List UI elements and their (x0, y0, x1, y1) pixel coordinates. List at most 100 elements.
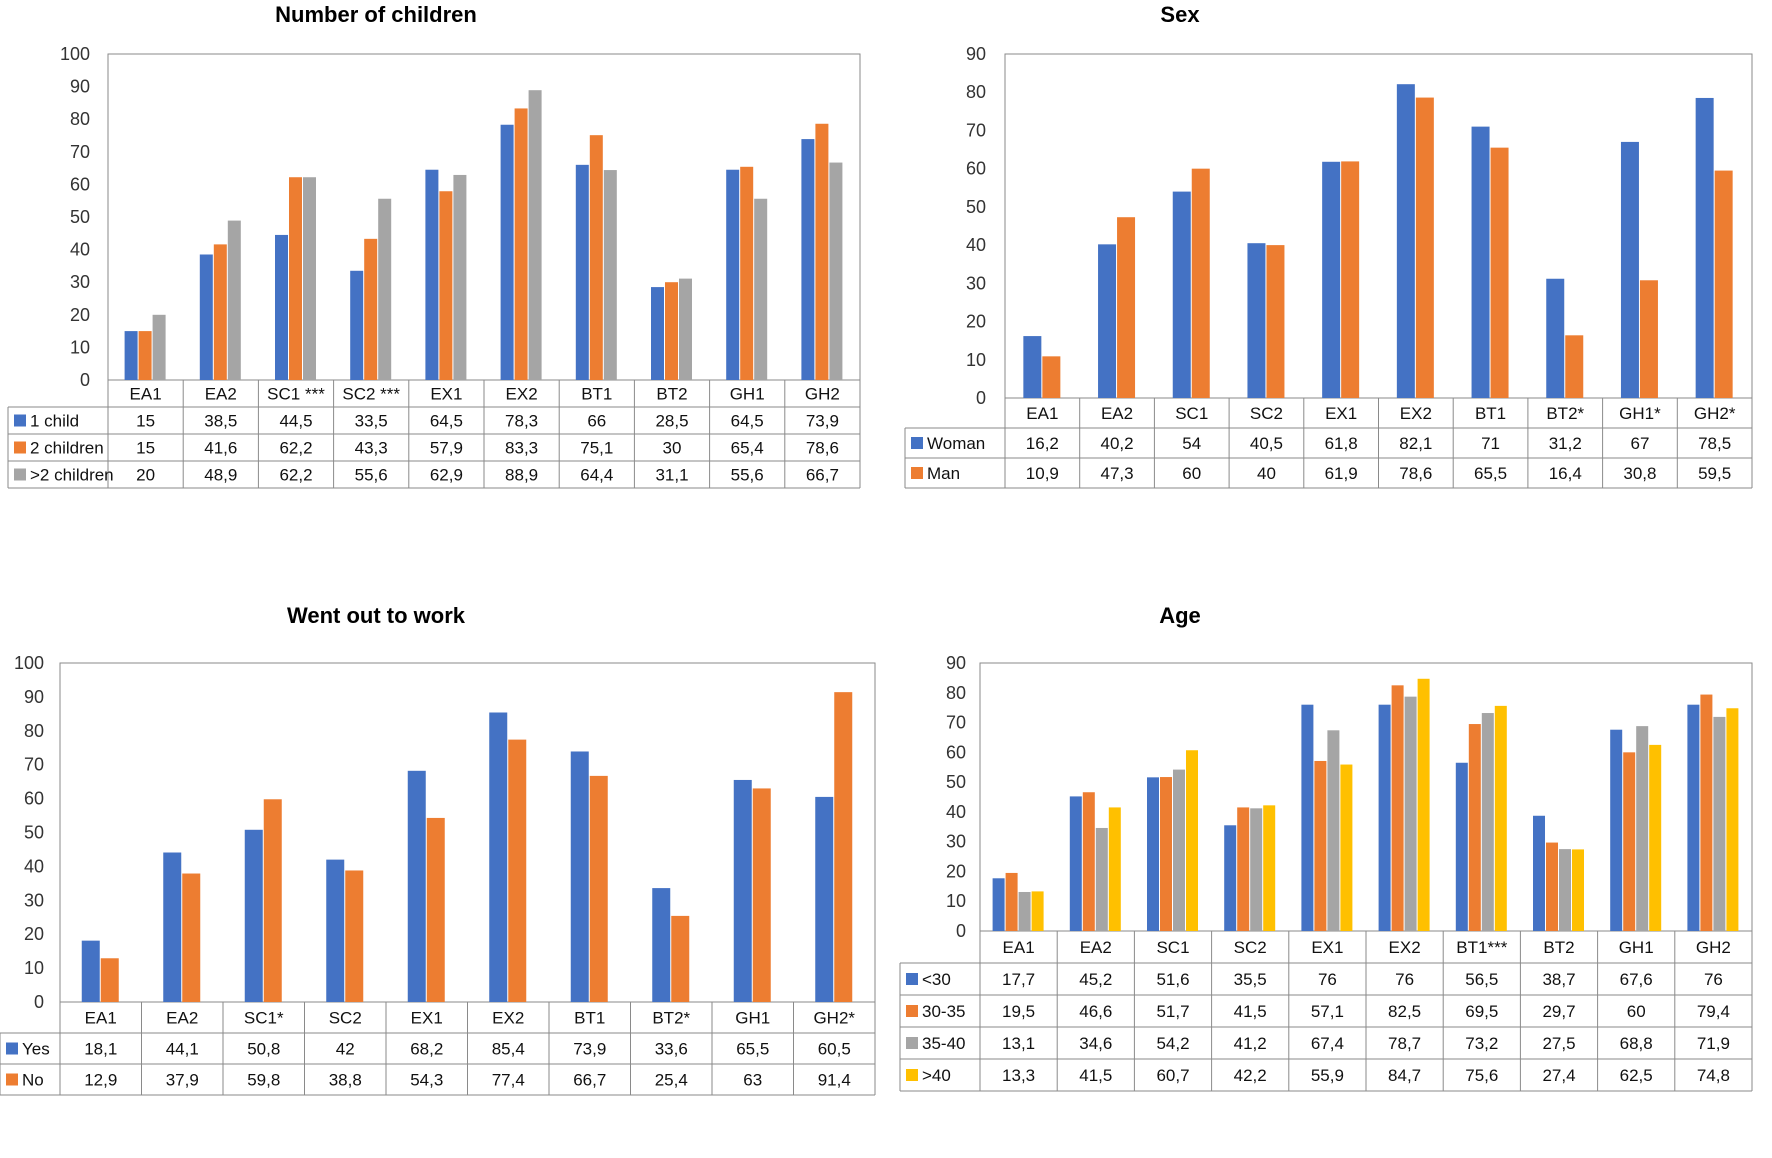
category-label: EX2 (1389, 938, 1421, 957)
data-table-value: 41,5 (1234, 1002, 1267, 1021)
category-label: EA1 (1003, 938, 1035, 957)
bar-2-children-sc1 (303, 177, 316, 380)
data-table-value: 15 (136, 412, 155, 431)
bar-yes-sc2 (326, 859, 345, 1002)
data-table-value: 19,5 (1002, 1002, 1035, 1021)
bar-35-40-ea1 (1018, 891, 1031, 931)
data-table-value: 10,9 (1026, 464, 1059, 483)
y-tick-label: 100 (14, 653, 44, 673)
bar-2-children-sc1 (289, 177, 302, 380)
category-label: BT2* (652, 1009, 690, 1028)
bar-2-children-sc2 (378, 198, 392, 380)
y-tick-label: 30 (24, 890, 44, 910)
data-table-value: 65,4 (731, 439, 764, 458)
category-label: EX1 (430, 385, 462, 404)
bar-30-35-ea2 (1082, 792, 1095, 931)
data-table-value: 64,5 (430, 412, 463, 431)
data-table-value: 37,9 (166, 1071, 199, 1090)
data-table-value: 43,3 (355, 439, 388, 458)
data-table-value: 71 (1481, 434, 1500, 453)
bar-man-ea1 (1042, 356, 1061, 398)
y-tick-label: 40 (946, 802, 966, 822)
legend-key-40 (906, 1069, 918, 1081)
bar-woman-ex2 (1396, 84, 1415, 398)
data-table-value: 38,5 (204, 412, 237, 431)
data-table-value: 76 (1395, 970, 1414, 989)
data-table-value: 66,7 (573, 1071, 606, 1090)
bar-no-bt2 (671, 915, 690, 1002)
bar-yes-ea1 (81, 940, 100, 1002)
bar-no-bt1 (589, 775, 608, 1002)
category-label: EA2 (1080, 938, 1112, 957)
data-table-value: 78,7 (1388, 1034, 1421, 1053)
bar-35-40-bt2 (1559, 849, 1571, 931)
data-table-value: 41,2 (1234, 1034, 1267, 1053)
y-tick-label: 80 (966, 82, 986, 102)
bar-35-40-ex2 (1404, 696, 1417, 931)
y-tick-label: 20 (966, 312, 986, 332)
data-table-value: 67,6 (1620, 970, 1653, 989)
data-table-value: 44,5 (279, 412, 312, 431)
bar-woman-gh2 (1695, 97, 1714, 398)
bar-40-bt1 (1494, 705, 1507, 931)
data-table-value: 76 (1704, 970, 1723, 989)
data-table-value: 64,4 (580, 466, 613, 485)
bar-2-children-bt1 (603, 170, 617, 380)
y-tick-label: 70 (24, 755, 44, 775)
data-table-value: 33,5 (355, 412, 388, 431)
legend-key-2-children (14, 468, 26, 481)
data-table-value: 66 (587, 412, 606, 431)
category-label: SC2 (1250, 404, 1283, 423)
category-label: EA1 (1026, 404, 1058, 423)
bar-1-child-bt1 (575, 164, 589, 380)
data-table-value: 62,2 (279, 466, 312, 485)
chart-title: Age (1159, 603, 1201, 628)
data-table-value: 29,7 (1542, 1002, 1575, 1021)
y-tick-label: 60 (966, 159, 986, 179)
data-table-value: 78,5 (1698, 434, 1731, 453)
data-table-value: 85,4 (492, 1040, 525, 1059)
data-table-value: 55,6 (731, 466, 764, 485)
category-label: BT1*** (1456, 938, 1507, 957)
bar-30-gh1 (1610, 729, 1623, 931)
data-table-value: 59,5 (1698, 464, 1731, 483)
category-label: EA2 (166, 1009, 198, 1028)
bar-no-gh2 (834, 692, 853, 1002)
y-tick-label: 60 (946, 742, 966, 762)
bar-40-sc1 (1186, 750, 1198, 931)
bar-woman-gh1 (1620, 141, 1639, 398)
legend-key-2-children (14, 441, 26, 454)
bar-30-bt1 (1455, 762, 1468, 931)
y-tick-label: 30 (966, 273, 986, 293)
bar-yes-gh1 (733, 779, 752, 1002)
data-table-value: 33,6 (655, 1040, 688, 1059)
bar-1-child-gh2 (801, 139, 815, 380)
bar-40-gh1 (1649, 744, 1662, 931)
y-tick-label: 0 (80, 370, 90, 390)
category-label: SC1 (1175, 404, 1208, 423)
y-tick-label: 10 (70, 337, 90, 357)
data-table-value: 20 (136, 466, 155, 485)
bar-2-children-ea2 (227, 220, 241, 380)
legend-label: No (22, 1071, 44, 1090)
bar-2-children-ea1 (138, 331, 152, 380)
data-table-value: 30,8 (1623, 464, 1656, 483)
data-table-value: 67,4 (1311, 1034, 1344, 1053)
data-table-value: 56,5 (1465, 970, 1498, 989)
legend-label: Man (927, 464, 960, 483)
chart-svg: Went out to work 0 10 20 30 40 50 60 70 80 90 100 EA… (0, 603, 876, 1096)
bar-yes-ea2 (163, 852, 182, 1002)
bar-40-ex2 (1417, 678, 1430, 931)
bar-no-ea1 (100, 958, 119, 1002)
category-label: EX2 (1400, 404, 1432, 423)
data-table-value: 61,8 (1325, 434, 1358, 453)
category-label: SC1* (244, 1009, 284, 1028)
data-table-value: 54,2 (1156, 1034, 1189, 1053)
data-table-value: 69,5 (1465, 1002, 1498, 1021)
chart-svg: Number of children 0 10 20 30 40 50 60 70 80 90 100… (7, 2, 861, 489)
data-table-value: 25,4 (655, 1071, 688, 1090)
bar-1-child-ea1 (124, 331, 138, 380)
y-tick-label: 50 (24, 823, 44, 843)
y-tick-label: 40 (24, 856, 44, 876)
category-label: BT1 (1475, 404, 1506, 423)
